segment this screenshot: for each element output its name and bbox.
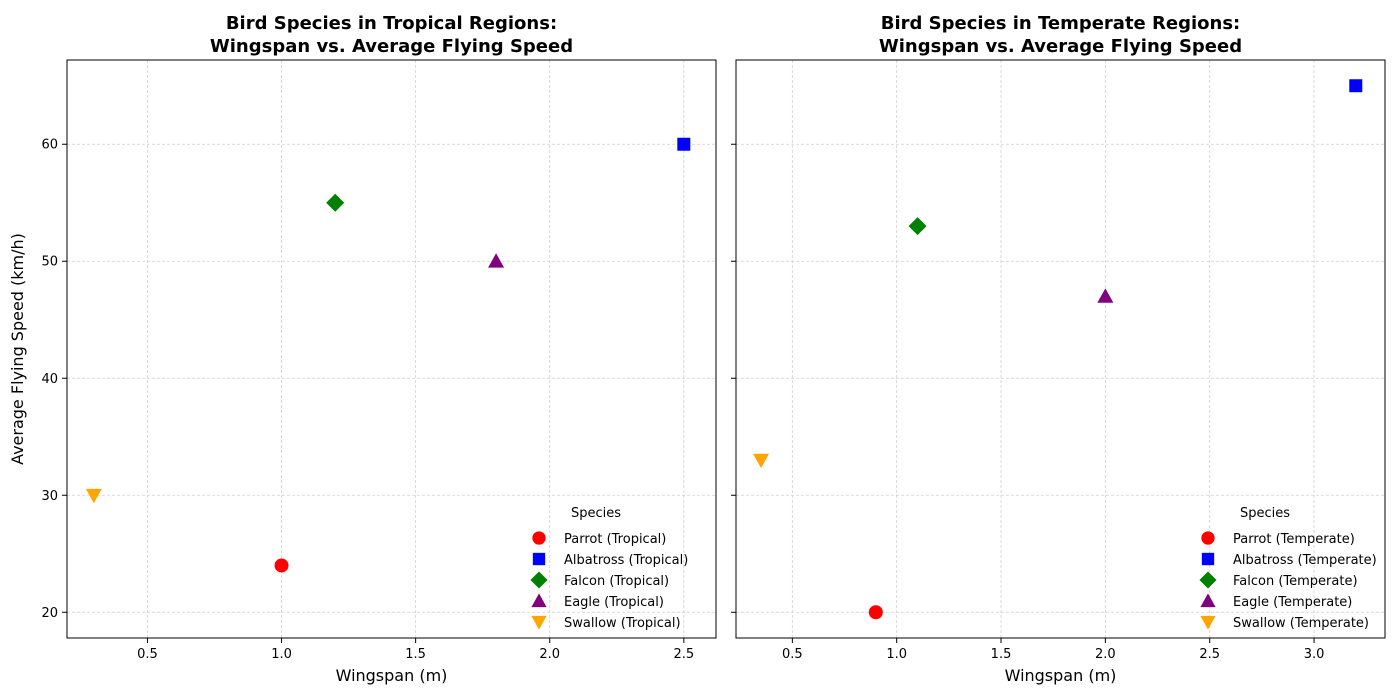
legend-label: Albatross (Temperate) <box>1233 553 1377 568</box>
legend-marker <box>1201 531 1215 545</box>
x-tick-label: 2.0 <box>1095 647 1116 662</box>
x-tick-label: 1.0 <box>271 647 292 662</box>
legend-label: Swallow (Temperate) <box>1233 616 1369 631</box>
data-point <box>274 558 289 573</box>
x-tick-label: 3.0 <box>1304 647 1325 662</box>
legend-marker <box>531 615 547 630</box>
x-axis-label: Wingspan (m) <box>336 666 448 685</box>
chart-title: Wingspan vs. Average Flying Speed <box>210 36 573 57</box>
legend-label: Eagle (Temperate) <box>1233 595 1352 610</box>
legend-marker <box>532 531 546 545</box>
legend-label: Parrot (Temperate) <box>1233 532 1355 547</box>
y-axis-label: Average Flying Speed (km/h) <box>8 233 27 465</box>
legend-marker <box>1200 615 1216 630</box>
y-tick-label: 30 <box>41 489 58 504</box>
legend-marker <box>1199 571 1217 589</box>
data-point <box>753 453 770 469</box>
x-axis-label: Wingspan (m) <box>1005 666 1117 685</box>
legend-label: Falcon (Tropical) <box>564 574 669 589</box>
plot-frame <box>66 59 717 639</box>
chart-panel-2: 0.5 1.0 1.5 2.0 2.5 3.0 Wingspan (m) Bird Speci… <box>731 13 1386 685</box>
y-tick-label: 50 <box>41 255 58 270</box>
x-tick-label: 0.5 <box>137 647 158 662</box>
x-tick-label: 0.5 <box>782 647 803 662</box>
chart-title: Bird Species in Tropical Regions: <box>226 13 557 34</box>
x-tick-label: 1.0 <box>886 647 907 662</box>
legend-label: Swallow (Tropical) <box>564 616 681 631</box>
legend-marker <box>1200 593 1216 608</box>
chart-panel-1: 0.5 1.0 1.5 2.0 2.5 20 30 40 50 60 Wingspan (m) Ave… <box>8 13 717 685</box>
data-point <box>677 137 691 151</box>
legend-marker <box>530 571 548 589</box>
legend-label: Parrot (Tropical) <box>564 532 666 547</box>
y-tick-label: 40 <box>41 372 58 387</box>
legend-label: Eagle (Tropical) <box>564 595 664 610</box>
legend-marker <box>531 593 547 608</box>
data-point <box>1349 79 1363 93</box>
legend-label: Falcon (Temperate) <box>1233 574 1358 589</box>
data-point <box>85 488 102 504</box>
legend-title: Species <box>571 506 621 521</box>
plot-frame <box>735 59 1386 639</box>
data-point <box>1097 288 1114 303</box>
legend-marker <box>1201 552 1215 566</box>
chart-title: Bird Species in Temperate Regions: <box>881 13 1241 34</box>
legend-label: Albatross (Tropical) <box>564 553 688 568</box>
y-tick-label: 20 <box>41 606 58 621</box>
legend-title: Species <box>1240 506 1290 521</box>
y-tick-label: 60 <box>41 138 58 153</box>
data-point <box>868 605 883 620</box>
x-tick-label: 1.5 <box>405 647 426 662</box>
x-tick-label: 2.5 <box>673 647 694 662</box>
x-tick-label: 1.5 <box>991 647 1012 662</box>
legend-marker <box>532 552 546 566</box>
x-tick-label: 2.0 <box>539 647 560 662</box>
chart-title: Wingspan vs. Average Flying Speed <box>879 36 1242 57</box>
data-point <box>488 253 505 268</box>
x-tick-label: 2.5 <box>1199 647 1220 662</box>
data-point <box>326 193 345 212</box>
data-point <box>908 217 927 236</box>
